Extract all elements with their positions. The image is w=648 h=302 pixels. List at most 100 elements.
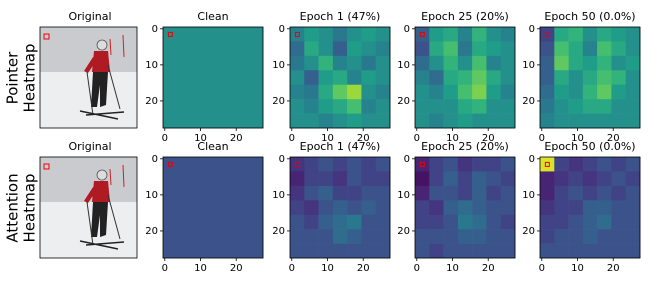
heatmap-cell: [540, 157, 555, 172]
heatmap-cell: [361, 243, 377, 259]
heatmap-cell: [486, 229, 502, 244]
marker-box: [167, 31, 173, 37]
heatmap-cell: [582, 214, 598, 230]
heatmap-cell: [304, 27, 319, 42]
heatmap-cell: [457, 99, 473, 114]
x-tick-label: 0: [289, 263, 295, 274]
heatmap-cell: [611, 41, 627, 57]
heatmap-cell: [472, 185, 487, 201]
heatmap-cell: [500, 55, 516, 71]
heatmap-cell: [625, 229, 641, 244]
heatmap-cell: [443, 99, 459, 114]
heatmap-cell: [318, 41, 334, 57]
heatmap-cell: [500, 99, 516, 114]
heatmap-cell: [429, 243, 444, 259]
heatmap-cell: [568, 70, 584, 86]
heatmap-cell: [582, 171, 598, 187]
row-label: Pointer: [4, 51, 22, 104]
heatmap-cell: [500, 185, 516, 201]
x-tick-label: 0: [539, 133, 545, 144]
heatmap-cell: [361, 84, 377, 100]
x-tick-label: 10: [446, 263, 459, 274]
y-tick-label: 10: [272, 60, 285, 71]
heatmap-cell: [429, 27, 444, 42]
heatmap-cell: [415, 171, 430, 187]
heatmap-cell: [554, 84, 569, 100]
axes-frame: [414, 156, 516, 259]
photo: [39, 26, 138, 129]
heatmap-cell: [347, 41, 362, 57]
heatmap-cell: [472, 113, 487, 129]
heatmap-cell: [568, 113, 584, 129]
heatmap-cell: [500, 157, 516, 172]
heatmap-cell: [304, 55, 319, 71]
x-tick-label: 0: [414, 263, 420, 274]
x-tick-label: 20: [482, 263, 495, 274]
heatmap-cell: [429, 41, 444, 57]
heatmap-cell: [500, 229, 516, 244]
heatmap-cell: [415, 185, 430, 201]
heatmap-cell: [332, 185, 348, 201]
heatmap-cell: [472, 157, 487, 172]
x-tick-label: 10: [321, 133, 334, 144]
heatmap-cell: [611, 243, 627, 259]
heatmap-cell: [332, 70, 348, 86]
heatmap-cell: [540, 41, 555, 57]
heatmap-cell: [540, 84, 555, 100]
heatmap-cell: [304, 84, 319, 100]
heatmap-cell: [347, 157, 362, 172]
heatmap-cell: [415, 157, 430, 172]
heatmap-cell: [554, 113, 569, 129]
heatmap-cell: [582, 200, 598, 216]
heatmap-cell: [568, 214, 584, 230]
heatmap-cell: [415, 113, 430, 129]
heatmap-cell: [375, 99, 391, 114]
heatmap-cell: [332, 157, 348, 172]
x-tick-label: 0: [162, 263, 168, 274]
heatmap-cell: [500, 113, 516, 129]
heatmap-cell: [290, 70, 305, 86]
heatmap-cell: [611, 185, 627, 201]
y-tick-label: 10: [145, 190, 158, 201]
heatmap-cell: [611, 157, 627, 172]
heatmap-cell: [304, 113, 319, 129]
heatmap-cell: [611, 113, 627, 129]
heatmap-cell: [332, 27, 348, 42]
x-tick-label: 0: [289, 133, 295, 144]
heatmap-cell: [500, 27, 516, 42]
heatmap-cell: [443, 171, 459, 187]
heatmap-cell: [500, 70, 516, 86]
heatmap-cell: [429, 185, 444, 201]
heatmap-cell: [611, 27, 627, 42]
heatmap-cell: [625, 243, 641, 259]
heatmap-cell: [582, 243, 598, 259]
heatmap-cell: [415, 214, 430, 230]
heatmap-cell: [318, 113, 334, 129]
row-label: Heatmap: [21, 44, 39, 113]
heatmap-cell: [597, 185, 612, 201]
y-tick-label: 10: [145, 60, 158, 71]
heatmap-cell: [347, 84, 362, 100]
axes-frame: [162, 156, 264, 259]
marker-box: [167, 161, 173, 167]
heatmap-cell: [429, 200, 444, 216]
panel-title: Epoch 50 (0.0%): [544, 140, 635, 153]
heatmap-cell: [597, 84, 612, 100]
marker-box: [419, 161, 425, 167]
heatmap-cell: [597, 229, 612, 244]
heatmap-cell: [443, 70, 459, 86]
heatmap-cell: [290, 113, 305, 129]
y-tick-label: 0: [529, 154, 535, 165]
heatmap-cell: [429, 229, 444, 244]
heatmap-cell: [472, 27, 487, 42]
heatmap-cell: [568, 27, 584, 42]
heatmap-cell: [582, 70, 598, 86]
heatmap-cell: [347, 113, 362, 129]
heatmap-cell: [625, 55, 641, 71]
x-tick-label: 0: [162, 133, 168, 144]
heatmap-cell: [611, 84, 627, 100]
heatmap-cell: [554, 99, 569, 114]
x-tick-label: 20: [230, 263, 243, 274]
heatmap-cell: [415, 41, 430, 57]
